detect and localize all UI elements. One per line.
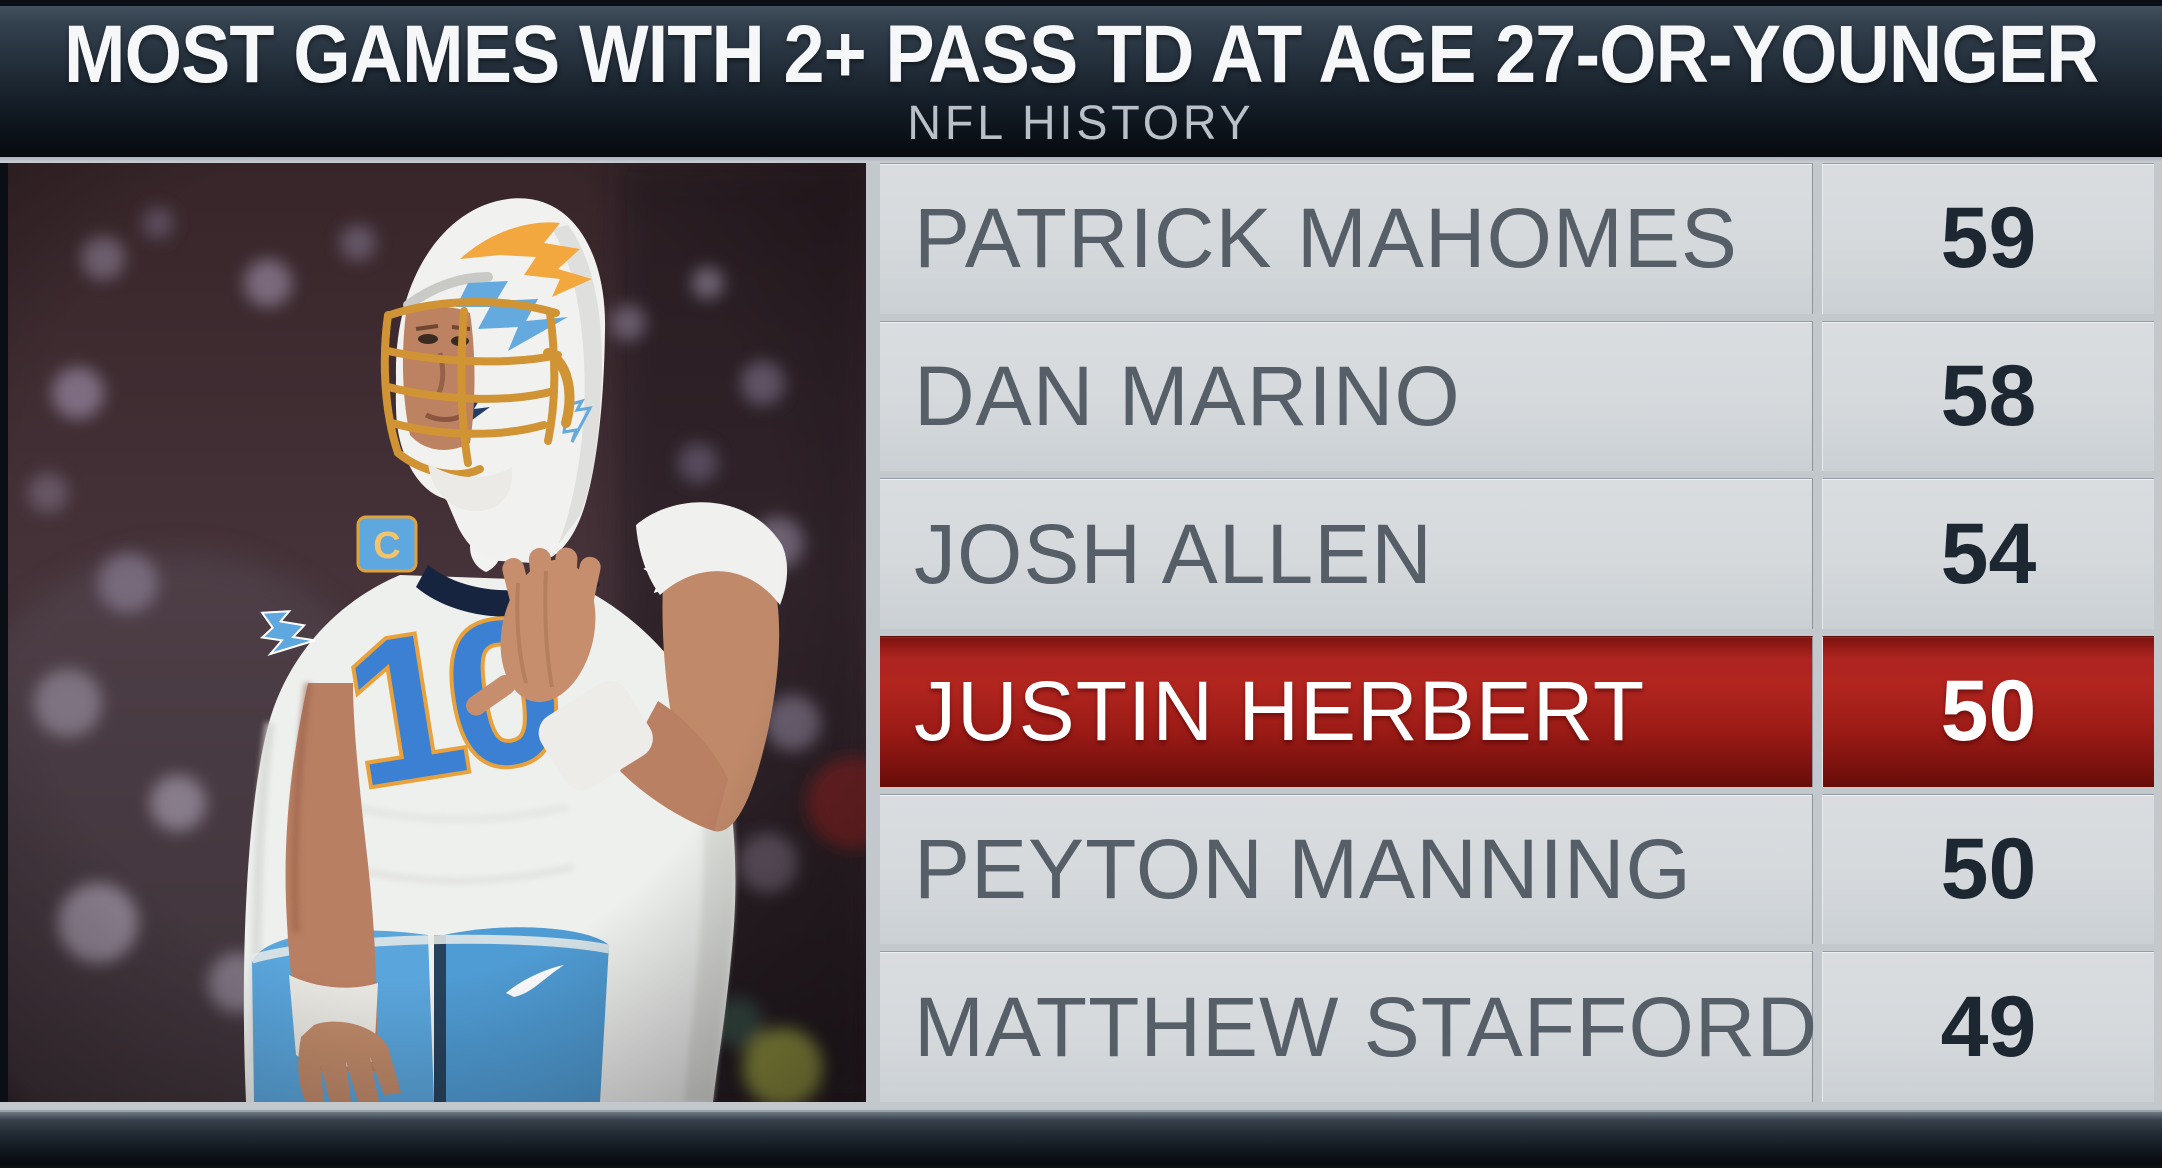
page-subtitle: NFL HISTORY — [907, 97, 1255, 151]
player-name-cell: MATTHEW STAFFORD — [880, 951, 1817, 1103]
table-row: PEYTON MANNING 50 — [880, 793, 2154, 945]
player-photo: C 10 — [8, 163, 866, 1102]
games-count: 54 — [1940, 505, 2037, 602]
games-count-cell: 49 — [1822, 951, 2154, 1103]
player-name: PEYTON MANNING — [914, 822, 1692, 917]
games-count-cell: 54 — [1822, 478, 2154, 630]
games-count: 50 — [1940, 663, 2037, 760]
player-name: JUSTIN HERBERT — [914, 664, 1646, 759]
leaderboard-panel: PATRICK MAHOMES 59 DAN MARINO 58 JOSH AL… — [866, 163, 2162, 1103]
table-row: JOSH ALLEN 54 — [880, 478, 2154, 630]
table-row: PATRICK MAHOMES 59 — [880, 163, 2154, 314]
player-photo-illustration: C 10 — [8, 163, 866, 1102]
player-name-cell: PEYTON MANNING — [880, 793, 1813, 945]
content-area: C 10 — [0, 163, 2162, 1103]
player-name-cell: JOSH ALLEN — [880, 478, 1813, 630]
games-count: 58 — [1940, 348, 2037, 444]
footer-bar — [0, 1110, 2162, 1168]
player-name-cell: DAN MARINO — [880, 320, 1813, 472]
games-count-cell: 50 — [1822, 636, 2154, 787]
player-name-cell: PATRICK MAHOMES — [880, 163, 1813, 314]
games-count-cell: 59 — [1822, 163, 2154, 314]
table-row: MATTHEW STAFFORD 49 — [880, 951, 2154, 1103]
games-count: 49 — [1940, 978, 2037, 1075]
header-divider — [0, 157, 2162, 163]
photo-vignette — [8, 163, 866, 1102]
games-count-cell: 58 — [1822, 320, 2154, 472]
table-row: DAN MARINO 58 — [880, 320, 2154, 472]
bottom-frame-line — [0, 1102, 2162, 1110]
games-count: 50 — [1940, 821, 2037, 918]
games-count: 59 — [1940, 190, 2037, 287]
header-bar: MOST GAMES WITH 2+ PASS TD AT AGE 27-OR-… — [0, 0, 2162, 157]
player-name: DAN MARINO — [914, 349, 1461, 443]
table-row: JUSTIN HERBERT 50 — [880, 636, 2154, 787]
player-name: PATRICK MAHOMES — [914, 191, 1738, 286]
player-name: MATTHEW STAFFORD — [914, 979, 1819, 1074]
player-name: JOSH ALLEN — [914, 506, 1433, 601]
games-count-cell: 50 — [1822, 793, 2154, 945]
player-name-cell: JUSTIN HERBERT — [880, 636, 1813, 787]
page-title: MOST GAMES WITH 2+ PASS TD AT AGE 27-OR-… — [63, 9, 2099, 101]
